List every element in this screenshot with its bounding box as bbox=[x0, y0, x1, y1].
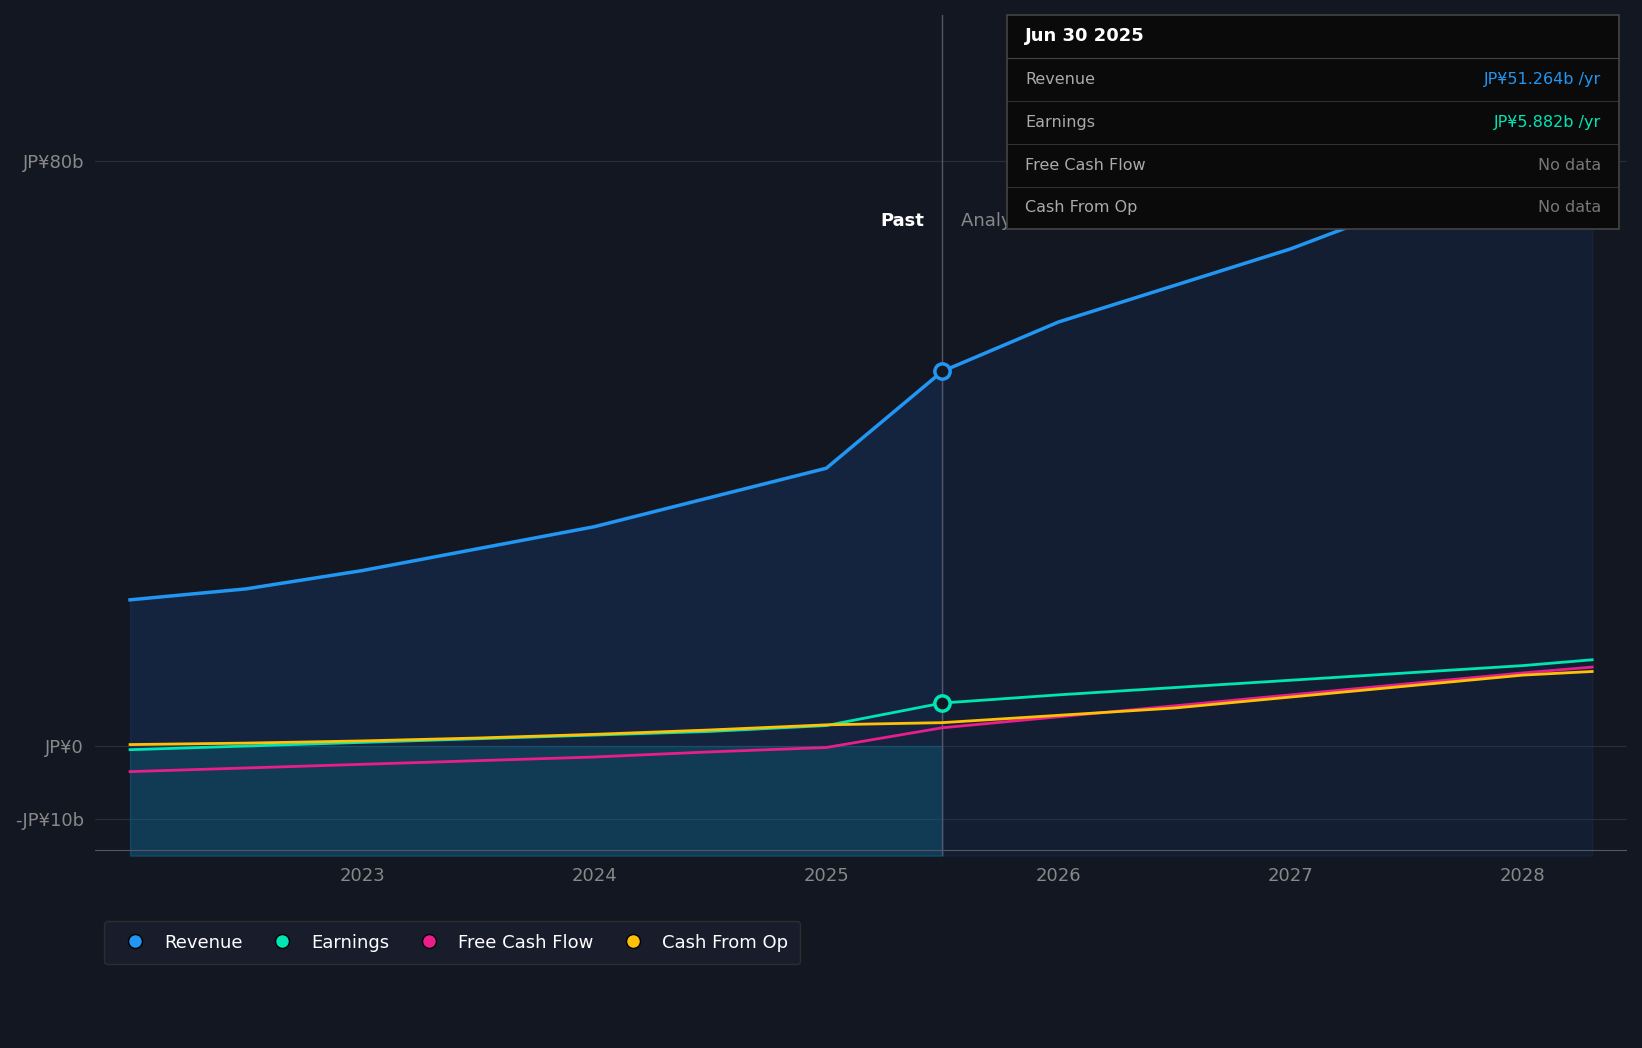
Text: No data: No data bbox=[1537, 200, 1601, 216]
Text: JP¥5.882b /yr: JP¥5.882b /yr bbox=[1494, 114, 1601, 130]
Text: JP¥51.264b /yr: JP¥51.264b /yr bbox=[1484, 72, 1601, 87]
Text: Past: Past bbox=[880, 213, 924, 231]
Text: Earnings: Earnings bbox=[1025, 114, 1095, 130]
Legend: Revenue, Earnings, Free Cash Flow, Cash From Op: Revenue, Earnings, Free Cash Flow, Cash … bbox=[103, 921, 800, 964]
Text: Analysts Forecasts: Analysts Forecasts bbox=[961, 213, 1128, 231]
Text: Revenue: Revenue bbox=[1025, 72, 1095, 87]
Text: No data: No data bbox=[1537, 157, 1601, 173]
Text: Free Cash Flow: Free Cash Flow bbox=[1025, 157, 1146, 173]
Text: Cash From Op: Cash From Op bbox=[1025, 200, 1138, 216]
Text: Jun 30 2025: Jun 30 2025 bbox=[1025, 27, 1144, 45]
FancyBboxPatch shape bbox=[1007, 15, 1619, 230]
